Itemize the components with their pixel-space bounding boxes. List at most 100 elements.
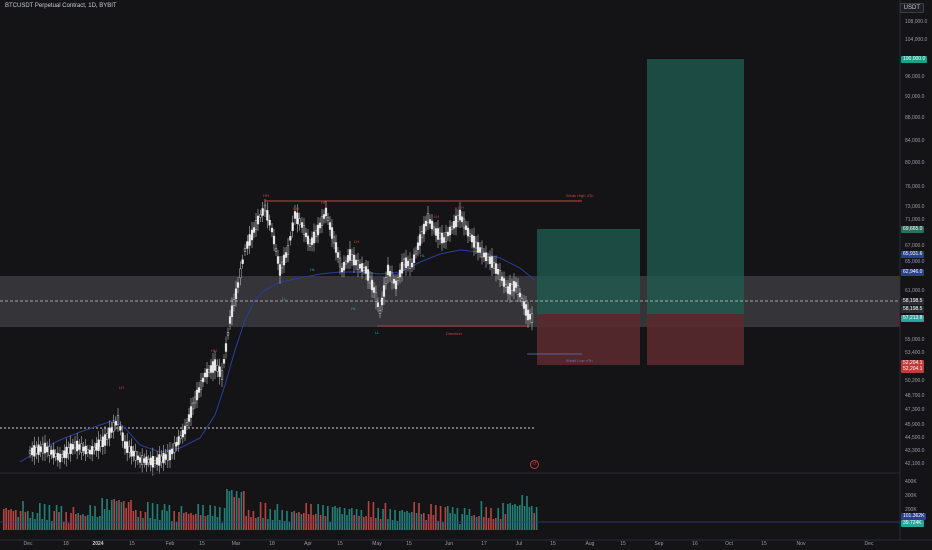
volume-bar — [351, 508, 353, 530]
candle-body — [67, 447, 70, 454]
candle-body — [289, 236, 292, 241]
volume-bar — [339, 507, 341, 530]
price-tick: 104,000.0 — [905, 37, 928, 43]
structure-label: LL — [282, 296, 287, 301]
candle-body — [310, 237, 314, 245]
candle-body — [145, 456, 148, 466]
volume-bar — [382, 509, 384, 530]
volume-bar — [163, 504, 166, 530]
volume-bar — [483, 517, 485, 530]
volume-bar — [259, 502, 262, 530]
candle-body — [298, 218, 301, 225]
candle-body — [432, 226, 436, 231]
volume-bar — [202, 505, 204, 530]
volume-bar — [31, 512, 34, 530]
candle-body — [414, 250, 418, 255]
structure-label: LH — [434, 214, 440, 219]
volume-bar — [475, 517, 478, 530]
volume-bar — [413, 502, 415, 530]
replay-icon[interactable]: ↺ — [530, 460, 539, 469]
candle-body — [99, 440, 102, 447]
candle-body — [324, 207, 328, 217]
volume-bar — [156, 504, 159, 530]
volume-bar — [58, 512, 60, 530]
volume-bar — [490, 508, 492, 530]
time-tick: 18 — [63, 541, 69, 547]
candle-body — [492, 262, 496, 269]
candle-body — [134, 451, 137, 461]
candle-body — [474, 241, 478, 249]
candle-body — [116, 415, 120, 425]
candle-body — [33, 445, 36, 457]
volume-bar — [257, 517, 259, 530]
candle-body — [392, 279, 396, 284]
volume-bar — [231, 490, 233, 530]
volume-bar — [425, 520, 427, 530]
candle-body — [346, 255, 350, 263]
candle-body — [400, 262, 404, 274]
candle-body — [390, 272, 394, 283]
volume-bar — [480, 501, 483, 530]
volume-bar — [348, 509, 351, 530]
volume-bar — [468, 509, 471, 530]
volume-bar — [171, 521, 173, 530]
volume-bar — [67, 523, 70, 530]
candle-body — [46, 446, 49, 453]
candle-body — [274, 248, 278, 252]
candle-body — [396, 277, 400, 281]
candle-body — [164, 454, 167, 460]
candle-body — [422, 223, 426, 235]
candle-body — [486, 256, 490, 261]
volume-bar — [89, 505, 91, 530]
volume-bar — [180, 506, 183, 530]
volume-tick: 300K — [905, 493, 917, 499]
structure-label: LH — [119, 385, 125, 390]
candle-body — [272, 235, 276, 245]
structure-label: HH — [321, 200, 327, 205]
candle-body — [189, 406, 193, 418]
candle-body — [143, 458, 146, 463]
volume-bar — [168, 505, 171, 530]
volume-bar — [303, 513, 305, 530]
volume-bar — [3, 509, 5, 530]
candle-body — [518, 292, 522, 298]
structure-label: Direction — [446, 331, 462, 336]
volume-bar — [118, 500, 120, 530]
volume-bar — [507, 504, 509, 530]
volume-bar — [130, 500, 132, 530]
volume-bar — [94, 506, 96, 530]
candle-body — [440, 232, 444, 244]
candle-body — [220, 370, 224, 380]
candle-body — [428, 219, 432, 224]
candle-body — [195, 389, 199, 401]
candle-body — [197, 387, 201, 393]
candle-body — [278, 264, 282, 276]
volume-bar — [235, 491, 238, 530]
volume-tick: 400K — [905, 479, 917, 485]
candle-body — [388, 271, 392, 277]
volume-bar — [101, 498, 103, 530]
price-tick: 53,400.0 — [905, 350, 925, 356]
candle-body — [484, 252, 488, 261]
candle-body — [293, 211, 297, 219]
candle-body — [490, 256, 494, 268]
volume-bar — [43, 504, 46, 530]
price-tick: 48,700.0 — [905, 393, 925, 399]
volume-bar — [312, 515, 315, 530]
candle-body — [284, 252, 288, 258]
candle-body — [261, 208, 264, 216]
volume-bar — [5, 508, 7, 530]
candle-body — [282, 254, 286, 266]
candle-body — [380, 297, 384, 306]
candle-body — [243, 248, 247, 252]
stop-loss-zone-1 — [537, 314, 640, 365]
volume-bar — [209, 505, 211, 530]
candle-body — [199, 380, 203, 390]
candle-body — [63, 450, 66, 458]
volume-bar — [346, 515, 348, 530]
volume-bar — [247, 510, 250, 530]
price-tick: 45,900.0 — [905, 422, 925, 428]
candle-body — [114, 421, 117, 426]
candle-body — [218, 366, 221, 377]
